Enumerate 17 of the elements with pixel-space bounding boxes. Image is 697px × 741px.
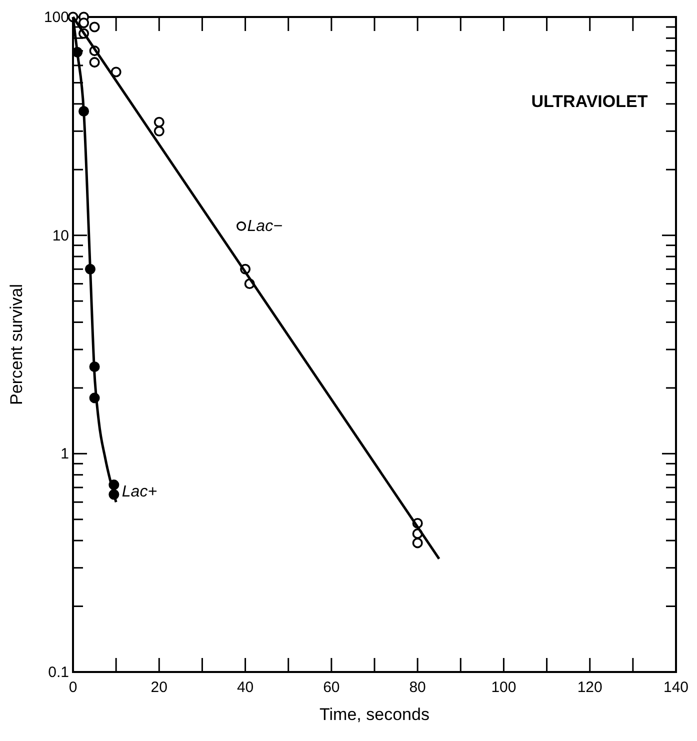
x-tick-label: 60 [323,679,340,696]
y-axis-title: Percent survival [7,284,26,405]
y-tick-label: 10 [52,227,69,244]
x-tick-label: 80 [409,679,426,696]
x-tick-label: 20 [150,679,168,696]
x-axis-title: Time, seconds [320,705,430,724]
y-tick-label: 1 [60,446,69,463]
series-label: Lac+ [122,484,158,501]
y-tick-label: 0.1 [48,664,69,681]
legend-label: Lac− [247,218,282,236]
x-tick-label: 0 [68,679,78,696]
text: ULTRAVIOLET [531,92,648,111]
x-tick-label: 100 [491,679,516,696]
x-tick-label: 120 [577,679,602,696]
x-tick-label: 40 [236,679,254,696]
x-tick-label: 140 [663,679,689,696]
y-tick-label: 100 [44,9,69,26]
